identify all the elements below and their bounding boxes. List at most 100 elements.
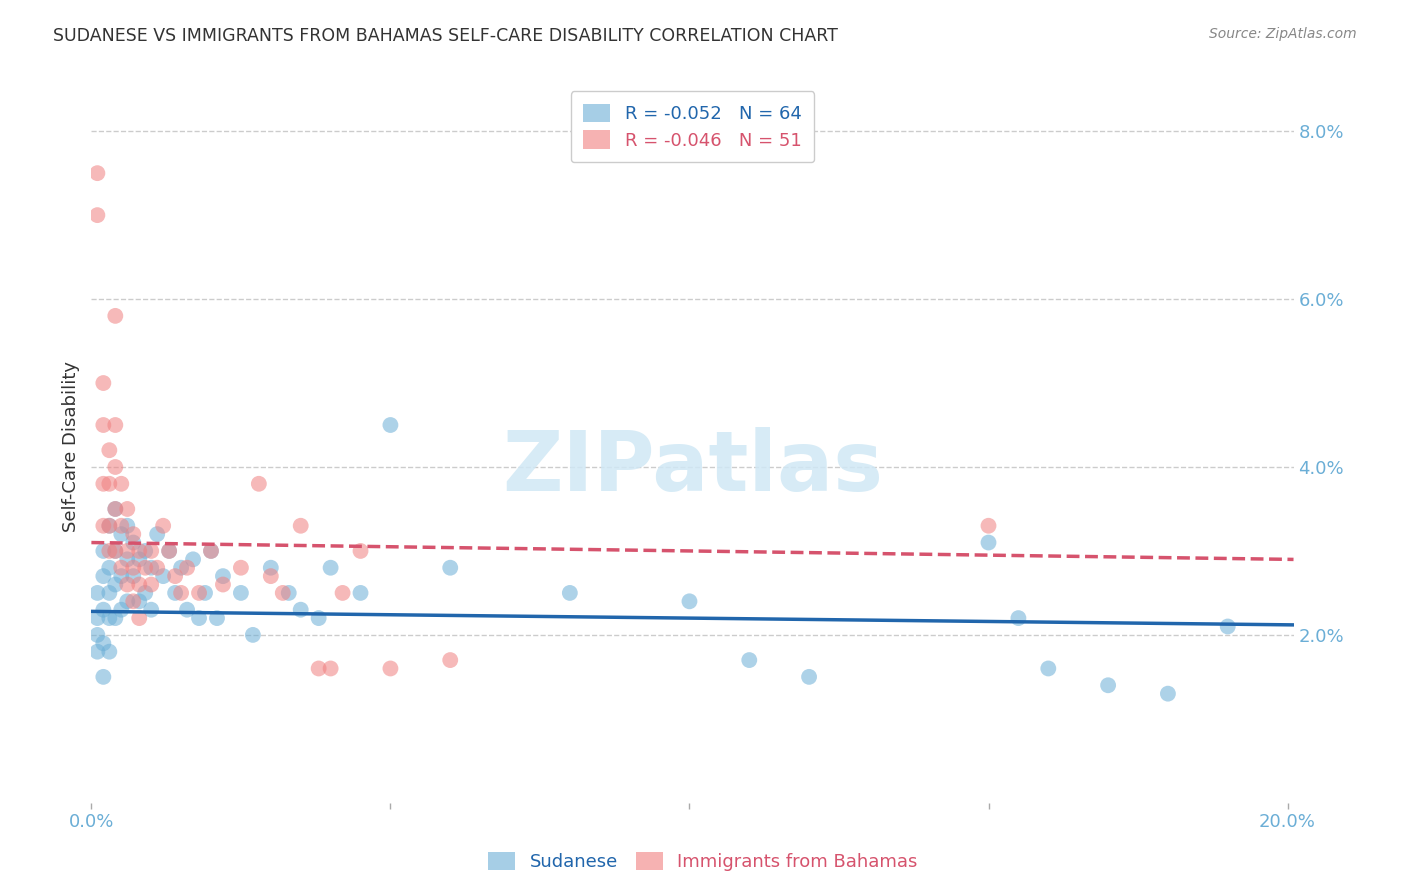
Point (110, 569, 132, 583)
Point (247, 476, 270, 491)
Point (86, 208, 108, 222)
Point (242, 628, 264, 642)
Point (308, 611, 330, 625)
Point (128, 552, 150, 566)
Point (104, 611, 127, 625)
Point (122, 594, 145, 608)
Y-axis label: Self-Care Disability: Self-Care Disability (62, 360, 80, 532)
Point (122, 569, 145, 583)
Point (200, 544, 222, 558)
Point (93, 670, 115, 684)
Point (380, 417, 402, 432)
Point (1007, 611, 1029, 625)
Point (1157, 687, 1180, 701)
Point (212, 569, 235, 583)
Point (170, 586, 193, 600)
Point (332, 586, 354, 600)
Point (98, 443, 121, 458)
Point (93, 376, 115, 390)
Legend: R = -0.052   N = 64, R = -0.046   N = 51: R = -0.052 N = 64, R = -0.046 N = 51 (571, 91, 814, 162)
Point (98, 518, 121, 533)
Point (98, 560, 121, 574)
Point (110, 560, 132, 574)
Point (165, 569, 187, 583)
Point (93, 518, 115, 533)
Point (349, 586, 371, 600)
Point (205, 611, 228, 625)
Point (308, 661, 330, 675)
Point (157, 544, 180, 558)
Point (104, 544, 127, 558)
Point (277, 586, 299, 600)
Point (1216, 619, 1239, 633)
Point (93, 544, 115, 558)
Point (134, 560, 156, 574)
Point (1097, 678, 1119, 692)
Point (98, 645, 121, 659)
Point (738, 653, 761, 667)
Text: SUDANESE VS IMMIGRANTS FROM BAHAMAS SELF-CARE DISABILITY CORRELATION CHART: SUDANESE VS IMMIGRANTS FROM BAHAMAS SELF… (53, 27, 838, 45)
Point (93, 603, 115, 617)
Point (157, 544, 180, 558)
Point (146, 527, 169, 541)
Point (86, 611, 108, 625)
Point (152, 569, 174, 583)
Point (104, 460, 127, 475)
Point (128, 577, 150, 591)
Point (128, 611, 150, 625)
Point (128, 594, 150, 608)
Point (122, 527, 145, 541)
Point (439, 653, 461, 667)
Point (229, 560, 252, 574)
Point (188, 586, 211, 600)
Point (104, 577, 127, 591)
Point (93, 569, 115, 583)
Point (558, 586, 581, 600)
Point (260, 560, 283, 574)
Point (678, 594, 700, 608)
Point (104, 502, 127, 516)
Point (104, 502, 127, 516)
Point (212, 577, 235, 591)
Point (141, 544, 163, 558)
Point (152, 518, 174, 533)
Point (117, 502, 139, 516)
Text: Source: ZipAtlas.com: Source: ZipAtlas.com (1209, 27, 1357, 41)
Point (104, 309, 127, 323)
Point (86, 628, 108, 642)
Point (170, 560, 193, 574)
Point (797, 670, 820, 684)
Point (104, 417, 127, 432)
Point (86, 645, 108, 659)
Point (290, 603, 312, 617)
Point (110, 603, 132, 617)
Point (117, 594, 139, 608)
Point (977, 535, 1000, 549)
Point (117, 552, 139, 566)
Point (110, 476, 132, 491)
Point (104, 544, 127, 558)
Point (134, 544, 156, 558)
Point (229, 586, 252, 600)
Text: ZIPatlas: ZIPatlas (502, 427, 883, 508)
Point (98, 611, 121, 625)
Point (260, 569, 283, 583)
Point (134, 586, 156, 600)
Point (181, 552, 204, 566)
Point (194, 586, 217, 600)
Point (110, 518, 132, 533)
Point (122, 535, 145, 549)
Point (141, 560, 163, 574)
Point (200, 544, 222, 558)
Legend: Sudanese, Immigrants from Bahamas: Sudanese, Immigrants from Bahamas (481, 845, 925, 879)
Point (93, 417, 115, 432)
Point (1038, 661, 1060, 675)
Point (146, 560, 169, 574)
Point (271, 586, 294, 600)
Point (86, 166, 108, 180)
Point (165, 586, 187, 600)
Point (439, 560, 461, 574)
Point (98, 544, 121, 558)
Point (128, 544, 150, 558)
Point (977, 518, 1000, 533)
